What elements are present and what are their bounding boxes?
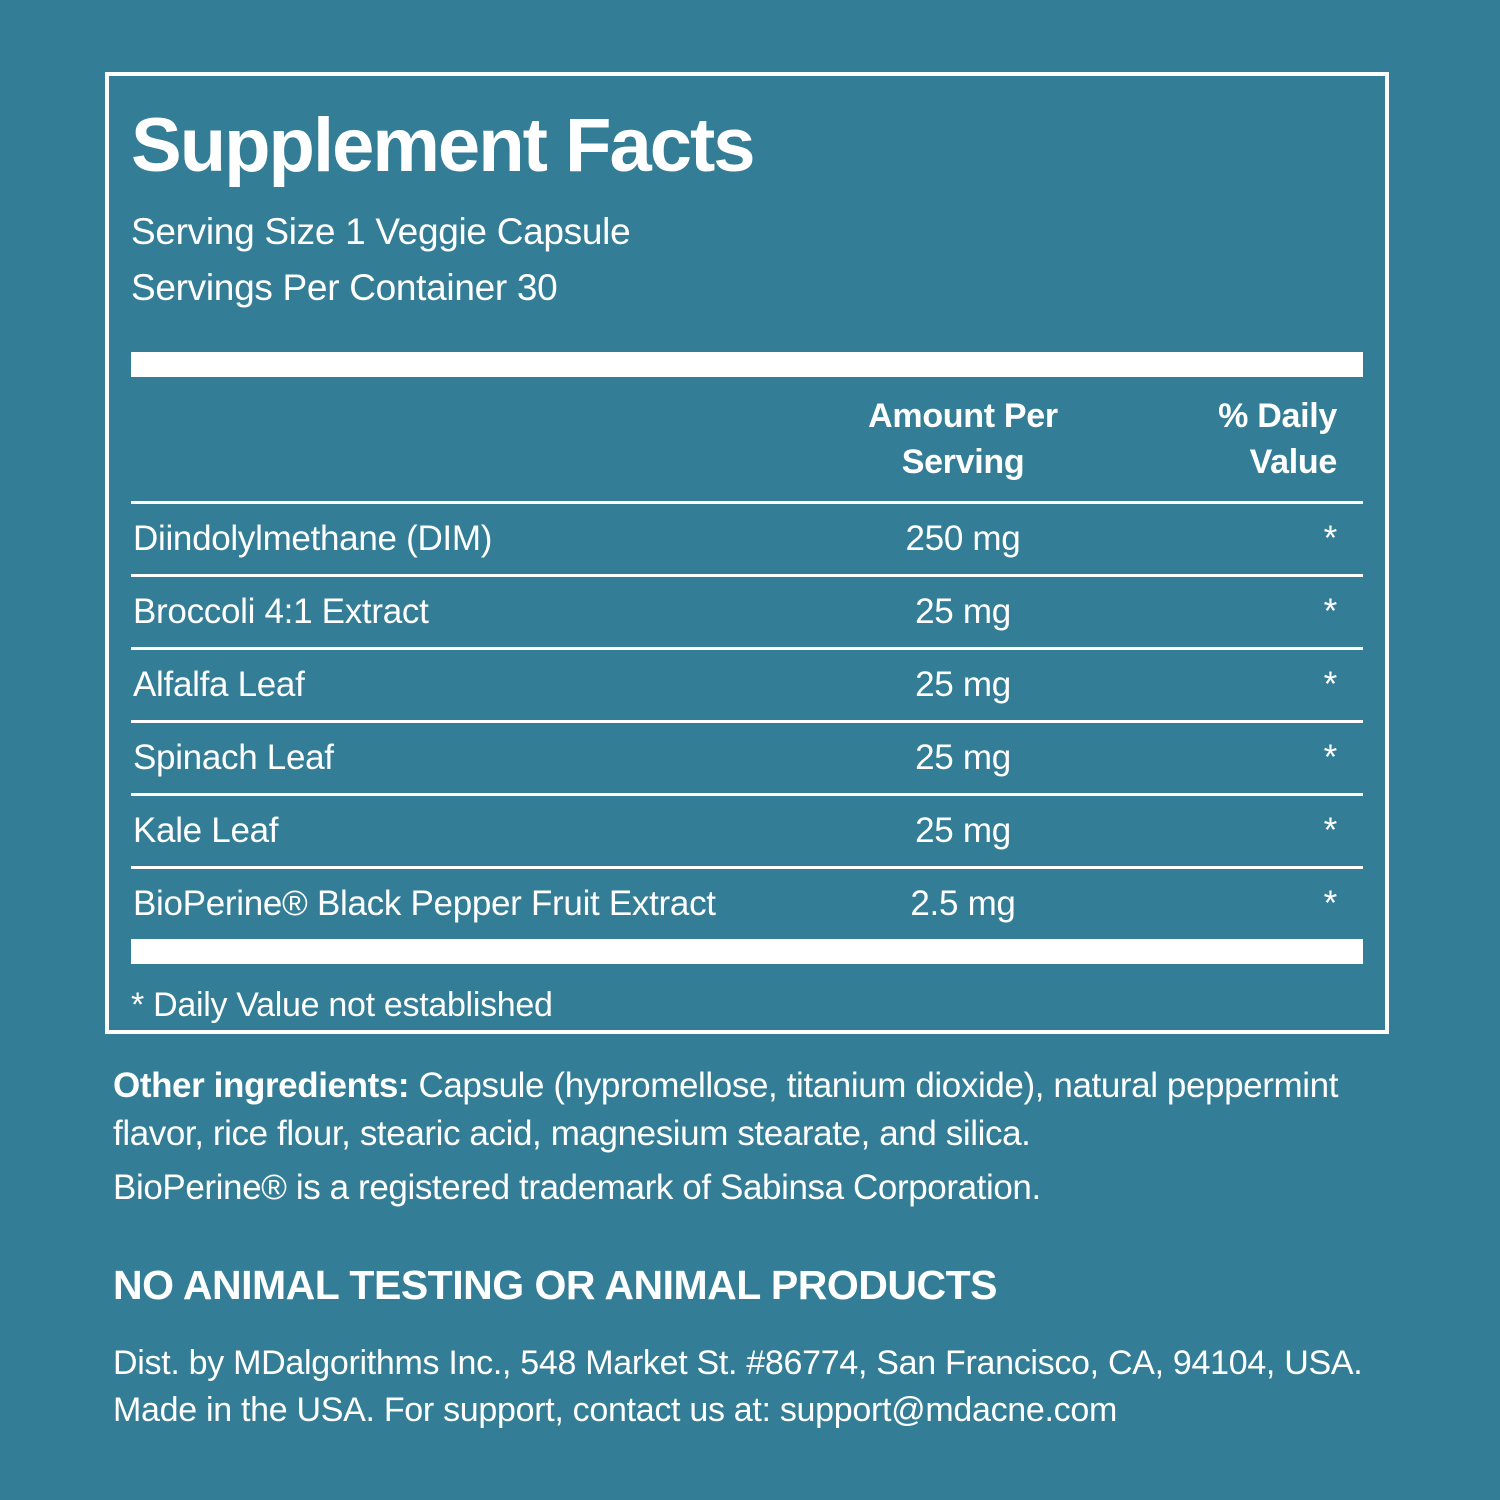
divider-thick-top — [131, 351, 1363, 377]
ingredient-name: Broccoli 4:1 Extract — [133, 591, 429, 631]
other-ingredients-text1: Capsule (hypromellose, titanium dioxide)… — [409, 1066, 1339, 1105]
distributor-address: Dist. by MDalgorithms Inc., 548 Market S… — [113, 1344, 1363, 1382]
ingredient-name: Alfalfa Leaf — [133, 664, 305, 704]
panel-title: Supplement Facts — [131, 103, 756, 188]
ingredient-daily-value: * — [1323, 591, 1338, 631]
divider-thin-header — [131, 500, 1363, 504]
header-daily-value: % Daily Value — [1123, 393, 1363, 485]
ingredient-table: Diindolylmethane (DIM) 250 mg * Broccoli… — [131, 504, 1363, 939]
ingredient-name: Spinach Leaf — [133, 737, 334, 777]
other-ingredients-line2: flavor, rice flour, stearic acid, magnes… — [113, 1114, 1031, 1153]
table-row: Diindolylmethane (DIM) 250 mg * — [131, 504, 1363, 577]
ingredient-daily-value: * — [1323, 737, 1338, 777]
header-amount-per-serving: Amount Per Serving — [803, 393, 1123, 485]
other-ingredients-label: Other ingredients: — [113, 1066, 410, 1105]
ingredient-amount: 25 mg — [915, 591, 1011, 631]
bioperine-trademark-note: BioPerine® is a registered trademark of … — [113, 1168, 1041, 1207]
ingredient-amount: 250 mg — [905, 518, 1021, 558]
ingredient-daily-value: * — [1323, 810, 1338, 850]
table-row: Alfalfa Leaf 25 mg * — [131, 650, 1363, 723]
table-row: Spinach Leaf 25 mg * — [131, 723, 1363, 796]
table-header: Amount Per Serving % Daily Value — [131, 393, 1363, 485]
header-amount-line1: Amount Per — [868, 396, 1058, 435]
no-animal-testing-claim: NO ANIMAL TESTING OR ANIMAL PRODUCTS — [113, 1262, 998, 1308]
table-row: BioPerine® Black Pepper Fruit Extract 2.… — [131, 869, 1363, 939]
ingredient-name: Diindolylmethane (DIM) — [133, 518, 493, 558]
header-dv-line2: Value — [1249, 442, 1338, 481]
serving-size: Serving Size 1 Veggie Capsule — [131, 210, 631, 252]
divider-thick-bottom — [131, 938, 1363, 964]
made-in-usa-support: Made in the USA. For support, contact us… — [113, 1391, 1117, 1429]
other-ingredients: Other ingredients: Capsule (hypromellose… — [113, 1062, 1338, 1158]
ingredient-amount: 25 mg — [915, 810, 1011, 850]
serving-info: Serving Size 1 Veggie Capsule Servings P… — [131, 204, 1363, 316]
ingredient-daily-value: * — [1323, 518, 1338, 558]
ingredient-amount: 25 mg — [915, 664, 1011, 704]
table-row: Broccoli 4:1 Extract 25 mg * — [131, 577, 1363, 650]
ingredient-name: BioPerine® Black Pepper Fruit Extract — [133, 883, 716, 923]
ingredient-amount: 2.5 mg — [910, 883, 1016, 923]
ingredient-daily-value: * — [1323, 883, 1338, 923]
ingredient-name: Kale Leaf — [133, 810, 279, 850]
header-amount-line2: Serving — [901, 442, 1025, 481]
supplement-facts-panel: Supplement Facts Serving Size 1 Veggie C… — [105, 72, 1389, 1034]
ingredient-daily-value: * — [1323, 664, 1338, 704]
header-dv-line1: % Daily — [1218, 396, 1337, 435]
servings-per-container: Servings Per Container 30 — [131, 266, 558, 308]
other-ingredients-line1: Other ingredients: Capsule (hypromellose… — [113, 1062, 1338, 1110]
table-row: Kale Leaf 25 mg * — [131, 796, 1363, 869]
ingredient-amount: 25 mg — [915, 737, 1011, 777]
distributor-info: Dist. by MDalgorithms Inc., 548 Market S… — [113, 1340, 1363, 1434]
daily-value-footnote: * Daily Value not established — [131, 985, 553, 1024]
